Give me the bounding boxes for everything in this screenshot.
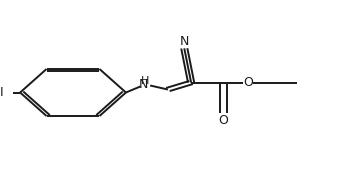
Text: O: O bbox=[243, 76, 253, 89]
Text: N: N bbox=[180, 35, 189, 48]
Text: H: H bbox=[141, 77, 149, 87]
Text: N: N bbox=[138, 78, 148, 91]
Text: I: I bbox=[0, 86, 3, 99]
Text: O: O bbox=[219, 114, 229, 127]
